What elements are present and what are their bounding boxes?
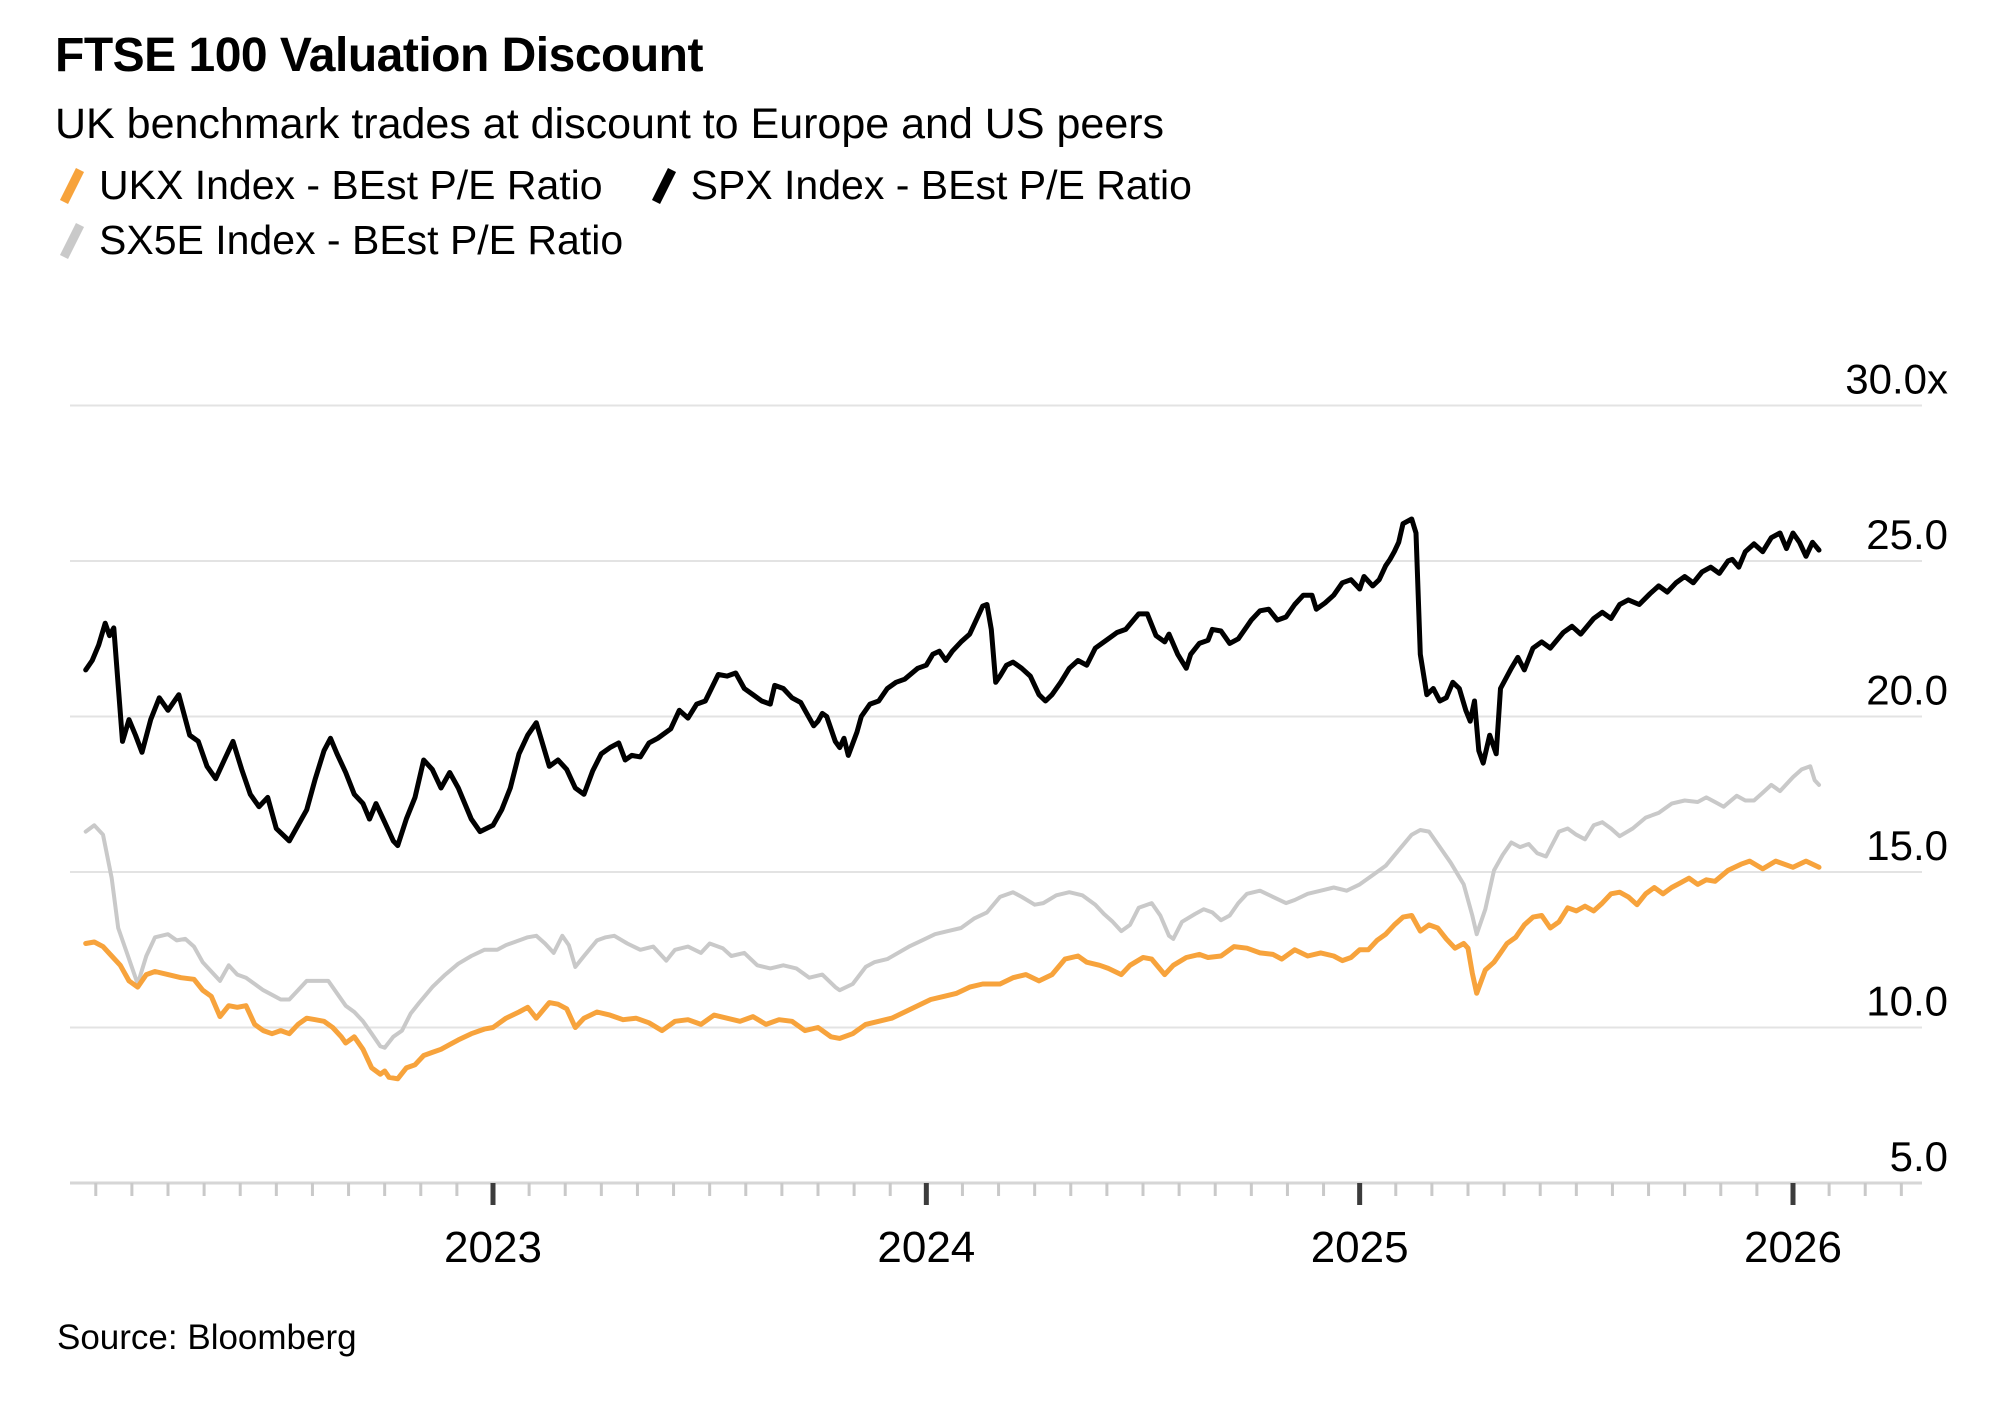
x-axis-label-2025: 2025	[1311, 1223, 1409, 1272]
y-axis-label-10: 10.0	[1866, 978, 1948, 1025]
legend-row-2: SX5E Index - BEst P/E Ratio	[57, 217, 1192, 264]
x-axis-labels: 2023 2024 2025 2026	[444, 1223, 1842, 1272]
series-lines	[83, 516, 1822, 1082]
legend-item-spx: SPX Index - BEst P/E Ratio	[649, 162, 1192, 209]
sx5e-series-slash-icon	[59, 222, 85, 259]
legend: UKX Index - BEst P/E Ratio SPX Index - B…	[57, 162, 1192, 264]
legend-item-sx5e: SX5E Index - BEst P/E Ratio	[57, 217, 623, 264]
gridlines	[70, 404, 1922, 1185]
series-line-sx5e	[83, 764, 1821, 1050]
x-axis-label-2023: 2023	[444, 1223, 542, 1272]
x-axis-label-2026: 2026	[1744, 1223, 1842, 1272]
x-axis-label-2024: 2024	[877, 1223, 975, 1272]
y-axis-labels: 5.0 10.0 15.0 20.0 25.0 30.0x	[1845, 356, 1948, 1181]
series-line-ukx	[83, 858, 1822, 1082]
legend-label-sx5e: SX5E Index - BEst P/E Ratio	[99, 217, 624, 263]
y-axis-label-30: 30.0x	[1845, 356, 1948, 403]
ukx-series-slash-icon	[59, 167, 85, 204]
chart-title: FTSE 100 Valuation Discount	[55, 29, 703, 82]
legend-label-ukx: UKX Index - BEst P/E Ratio	[99, 162, 603, 208]
y-axis-label-5: 5.0	[1890, 1133, 1948, 1180]
y-axis-label-20: 20.0	[1866, 667, 1948, 714]
spx-series-slash-icon	[651, 167, 676, 204]
source-attribution: Source: Bloomberg	[57, 1318, 357, 1357]
y-axis-label-25: 25.0	[1866, 511, 1948, 558]
legend-label-spx: SPX Index - BEst P/E Ratio	[690, 162, 1192, 208]
legend-item-ukx: UKX Index - BEst P/E Ratio	[57, 162, 603, 209]
chart-subtitle: UK benchmark trades at discount to Europ…	[55, 100, 1165, 148]
y-axis-label-15: 15.0	[1866, 822, 1948, 869]
legend-row-1: UKX Index - BEst P/E Ratio SPX Index - B…	[57, 162, 1192, 209]
series-line-spx	[83, 516, 1822, 849]
x-axis-ticks	[94, 1183, 1903, 1205]
